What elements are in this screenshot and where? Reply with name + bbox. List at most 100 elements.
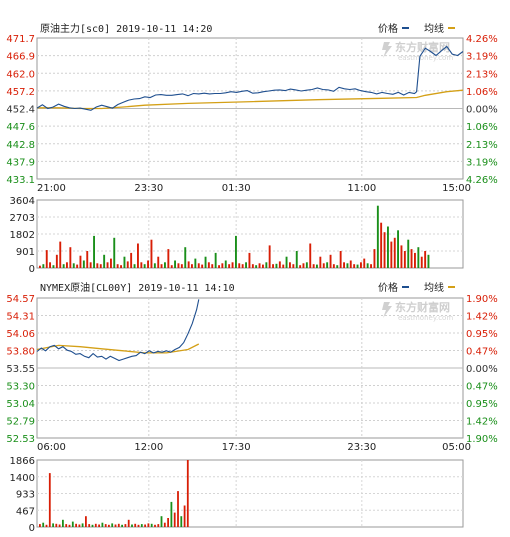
- volume-bar: [319, 256, 322, 268]
- volume-bar: [262, 264, 264, 268]
- volume-bar: [356, 264, 359, 268]
- volume-bar: [228, 264, 231, 268]
- volume-bar: [42, 522, 45, 527]
- pct-tick-label: 1.06%: [466, 87, 498, 98]
- volume-bar: [305, 262, 308, 268]
- volume-bar: [124, 524, 127, 527]
- pct-tick-label: 2.13%: [466, 140, 498, 151]
- volume-bar: [42, 264, 45, 268]
- x-tick-label: 05:00: [442, 442, 471, 453]
- volume-bar: [108, 524, 110, 527]
- volume-bar: [204, 256, 207, 268]
- volume-bar: [163, 522, 166, 527]
- volume-bar: [173, 512, 176, 527]
- chart-title: 原油主力[sc0] 2019-10-11 14:20: [40, 22, 212, 35]
- price-line: [36, 299, 200, 362]
- volume-bar: [103, 254, 106, 268]
- volume-bar: [170, 501, 173, 527]
- volume-bar: [71, 521, 74, 527]
- volume-bar: [177, 263, 180, 268]
- pct-tick-label: 4.26%: [466, 34, 498, 45]
- volume-bar: [278, 261, 281, 268]
- y-tick-label: 53.04: [6, 399, 35, 410]
- volume-bar: [407, 239, 410, 268]
- volume-bar: [147, 260, 149, 268]
- volume-bar: [349, 260, 352, 268]
- volume-bar: [55, 523, 58, 527]
- volume-bar: [52, 523, 54, 527]
- legend-avg-label: 均线: [424, 22, 444, 35]
- volume-bar: [376, 205, 379, 268]
- volume-bar: [86, 251, 89, 268]
- volume-bar: [309, 243, 312, 268]
- volume-bar: [94, 523, 97, 527]
- volume-bar: [113, 237, 116, 268]
- watermark-brand: 东方财富网: [395, 300, 450, 314]
- volume-bar: [255, 265, 258, 268]
- volume-bar: [289, 262, 291, 268]
- pct-tick-label: 1.42%: [466, 417, 498, 428]
- volume-bar: [143, 264, 146, 268]
- volume-bar: [183, 505, 186, 527]
- volume-bar: [170, 265, 173, 268]
- volume-tick-label: 2703: [10, 213, 35, 224]
- volume-bar: [191, 264, 193, 268]
- volume-bar: [299, 265, 302, 268]
- y-tick-label: 53.55: [6, 364, 35, 375]
- volume-bar: [76, 264, 79, 268]
- volume-bar: [62, 264, 65, 268]
- volume-bar: [62, 519, 64, 527]
- pct-tick-label: 0.95%: [466, 329, 498, 340]
- x-tick-label: 17:30: [222, 442, 251, 453]
- x-tick-label: 21:00: [37, 183, 66, 194]
- volume-bar: [370, 264, 372, 268]
- volume-bar: [160, 516, 163, 527]
- volume-bar: [403, 251, 406, 268]
- volume-bar: [154, 524, 156, 527]
- volume-bar: [285, 256, 288, 268]
- volume-bar: [59, 241, 62, 268]
- y-tick-label: 457.2: [6, 87, 35, 98]
- volume-bar: [98, 524, 100, 527]
- volume-bar: [326, 262, 329, 268]
- volume-bar: [120, 265, 122, 268]
- volume-bar: [110, 258, 112, 268]
- y-tick-label: 53.80: [6, 347, 35, 358]
- volume-bar: [93, 235, 95, 268]
- volume-bar: [235, 235, 237, 268]
- volume-bar: [353, 264, 356, 268]
- volume-bar: [91, 524, 94, 527]
- volume-bar: [194, 258, 197, 268]
- watermark-logo-icon: [382, 302, 392, 318]
- pct-tick-label: 1.06%: [466, 122, 498, 133]
- volume-bar: [366, 263, 369, 268]
- x-tick-label: 11:00: [347, 183, 376, 194]
- volume-bar: [81, 523, 84, 527]
- volume-bar: [329, 254, 332, 268]
- y-tick-label: 452.4: [6, 105, 35, 116]
- volume-bar: [174, 260, 176, 268]
- volume-bar: [231, 262, 234, 268]
- volume-bar: [79, 255, 82, 268]
- volume-bar: [48, 473, 51, 527]
- volume-bar: [245, 262, 247, 268]
- volume-bar: [52, 265, 55, 268]
- volume-bar: [282, 264, 285, 268]
- volume-bar: [127, 519, 130, 527]
- volume-bar: [96, 263, 99, 268]
- volume-bar: [272, 264, 274, 268]
- volume-bar: [380, 222, 383, 268]
- pct-tick-label: 3.19%: [466, 52, 498, 63]
- volume-bar: [241, 264, 244, 268]
- volume-bar: [397, 230, 399, 268]
- volume-bar: [251, 264, 254, 268]
- volume-bar: [140, 262, 143, 268]
- y-tick-label: 54.06: [6, 329, 35, 340]
- volume-bar: [387, 226, 389, 268]
- volume-bar: [99, 264, 102, 268]
- volume-bar: [201, 264, 204, 268]
- volume-bar: [89, 262, 92, 268]
- volume-bar: [133, 264, 136, 268]
- volume-bar: [180, 264, 183, 268]
- volume-bar: [134, 523, 137, 527]
